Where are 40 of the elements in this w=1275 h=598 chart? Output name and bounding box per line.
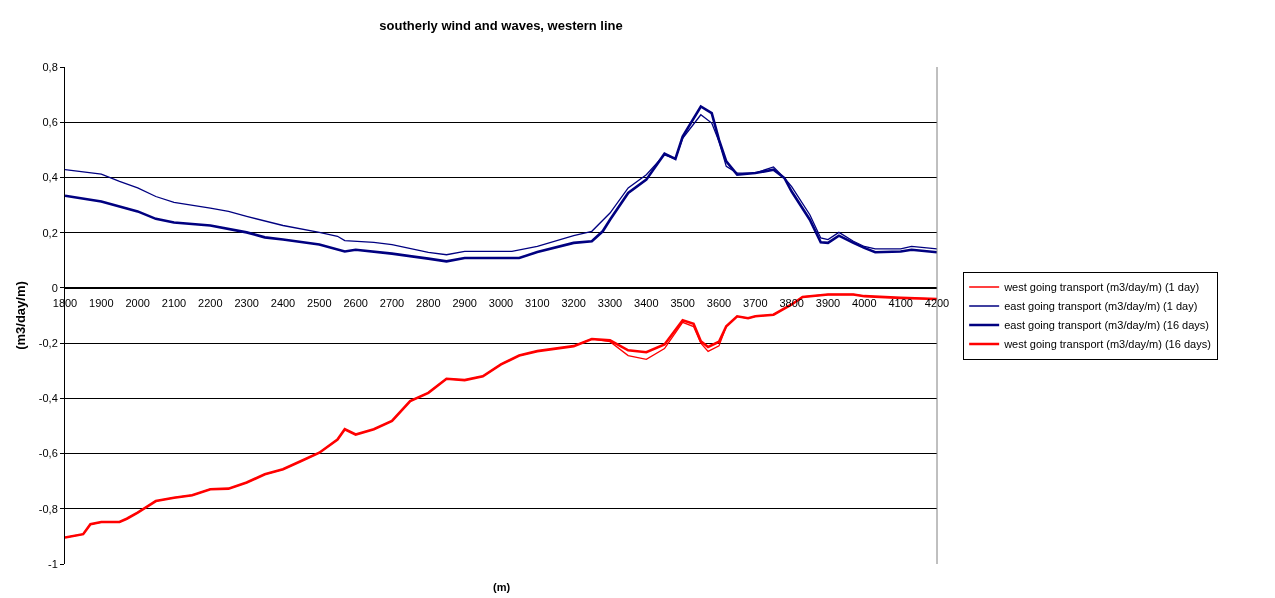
- x-tick-label: 3100: [525, 297, 550, 310]
- chart-title: southerly wind and waves, western line: [379, 18, 623, 34]
- x-tick-label: 3200: [561, 297, 586, 310]
- x-axis-title: (m): [493, 581, 511, 593]
- y-tick-label: -0,6: [38, 447, 58, 460]
- y-tick-label: 0,4: [42, 171, 58, 184]
- y-tick-label: 0,8: [42, 60, 58, 73]
- x-tick-label: 2600: [343, 297, 368, 310]
- legend-label: west going transport (m3/day/m) (16 days): [1003, 338, 1211, 351]
- x-tick-label: 2300: [234, 297, 259, 310]
- x-tick-label: 2000: [125, 297, 150, 310]
- x-tick-label: 3000: [488, 297, 514, 310]
- x-tick-label: 4000: [852, 297, 877, 310]
- x-tick-label: 1900: [89, 297, 114, 310]
- x-tick-label: 2100: [161, 297, 187, 310]
- x-tick-label: 3700: [743, 297, 768, 310]
- x-tick-label: 2800: [416, 297, 441, 310]
- x-tick-label: 2400: [270, 297, 296, 310]
- y-tick-label: -0,2: [38, 336, 58, 349]
- x-tick-label: 2700: [379, 297, 405, 310]
- x-tick-label: 2200: [198, 297, 223, 310]
- x-tick-label: 3300: [597, 297, 623, 310]
- x-tick-label: 4200: [924, 297, 950, 310]
- x-tick-label: 3500: [670, 297, 695, 310]
- x-tick-label: 3900: [815, 297, 841, 310]
- x-tick-label: 2500: [307, 297, 332, 310]
- y-tick-label: -0,8: [38, 502, 58, 515]
- x-tick-label: 3400: [634, 297, 659, 310]
- x-tick-label: 2900: [452, 297, 477, 310]
- y-tick-label: -1: [48, 557, 58, 570]
- legend-label: east going transport (m3/day/m) (1 day): [1004, 300, 1198, 313]
- legend-label: east going transport (m3/day/m) (16 days): [1004, 319, 1209, 332]
- y-tick-label: -0,4: [38, 392, 58, 405]
- x-tick-label: 4100: [888, 297, 913, 310]
- y-tick-label: 0,2: [42, 226, 58, 239]
- y-tick-label: 0: [51, 281, 58, 294]
- y-axis-title: (m3/day/m): [12, 281, 28, 350]
- y-tick-label: 0,6: [42, 116, 58, 129]
- legend-label: west going transport (m3/day/m) (1 day): [1003, 281, 1200, 294]
- x-tick-label: 3600: [706, 297, 732, 310]
